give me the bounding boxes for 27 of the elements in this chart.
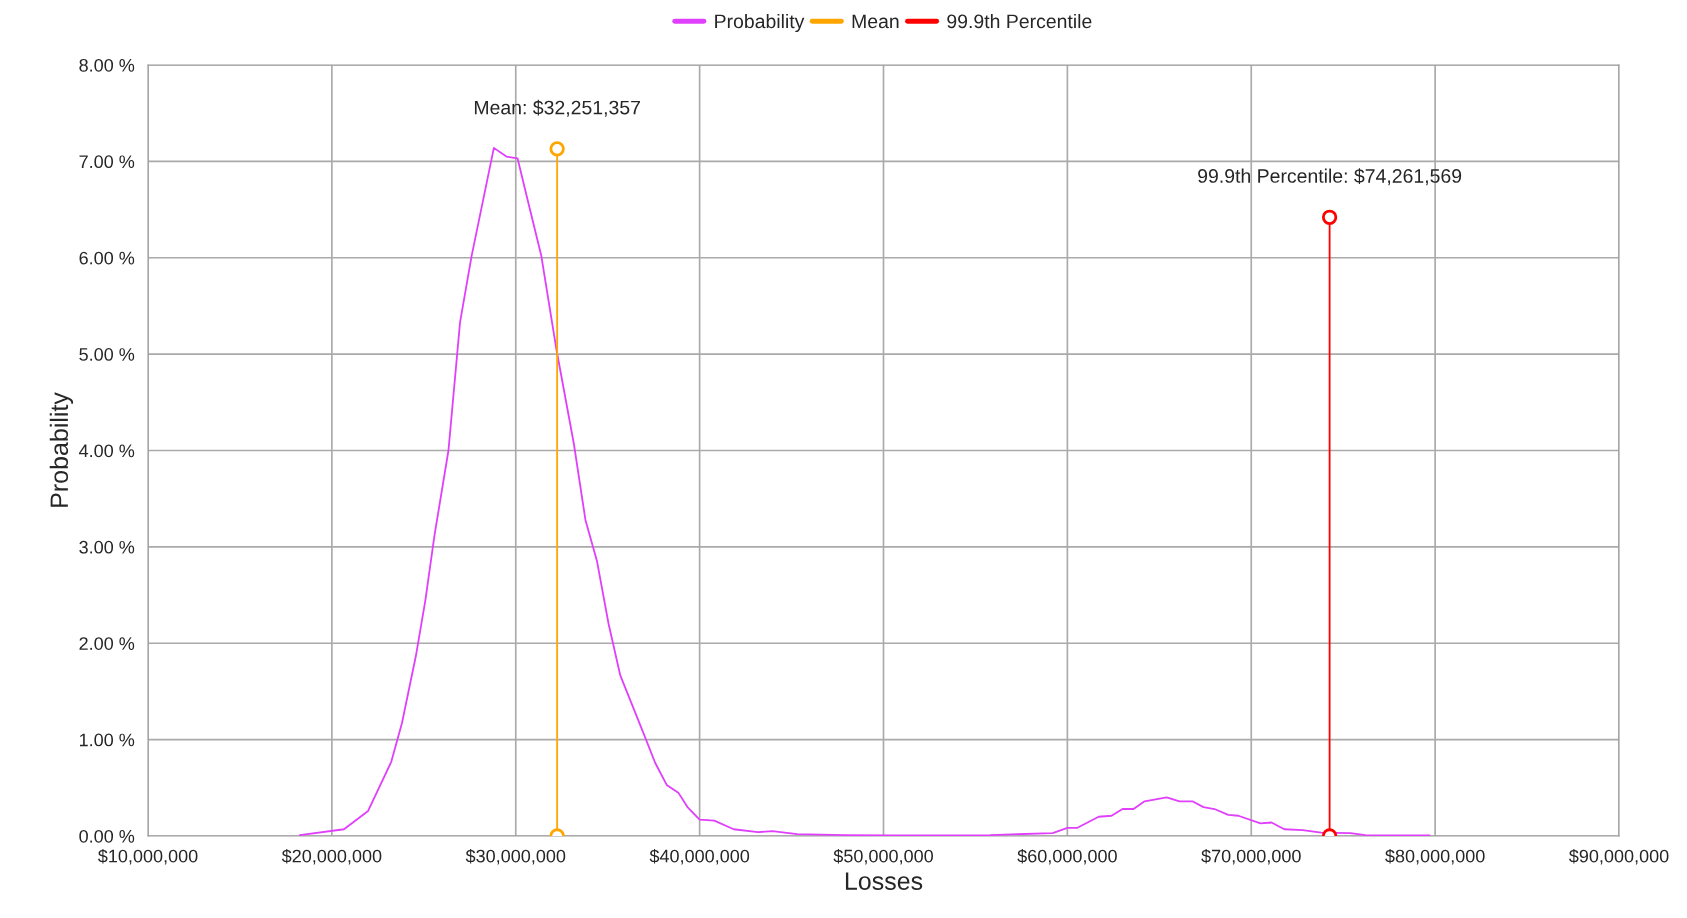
y-tick-label: 5.00 % [79, 348, 135, 361]
x-tick-label: $80,000,000 [1385, 848, 1485, 865]
x-tick-label: $10,000,000 [98, 848, 198, 865]
x-tick-label: $70,000,000 [1201, 848, 1301, 865]
annotation: 99.9th Percentile: $74,261,569 [1198, 168, 1462, 186]
point [549, 141, 565, 157]
x-tick-label: $50,000,000 [833, 848, 933, 865]
y-tick-label: 4.00 % [79, 444, 135, 458]
legend-label: 99.9th Percentile [947, 13, 1092, 29]
y-tick-label: 3.00 % [79, 540, 135, 554]
legend-label: Probability [715, 13, 805, 33]
y-tick-label: 7.00 % [79, 155, 135, 169]
y-tick-label: 1.00 % [79, 733, 135, 747]
x-tick-label: $20,000,000 [281, 848, 382, 865]
y-tick-label: 8.00 % [79, 58, 135, 72]
y-axis-title: Probability [49, 392, 74, 507]
annotation: Mean: $32,251,357 [474, 99, 640, 117]
x-tick-label: $90,000,000 [1569, 848, 1669, 865]
point [1321, 209, 1338, 225]
x-tick-label: $40,000,000 [649, 848, 750, 865]
y-tick-label: 6.00 % [79, 251, 135, 265]
legend-label: Mean [852, 14, 899, 29]
y-tick-label: 2.00 % [79, 637, 135, 650]
x-axis-title: Losses [845, 872, 923, 890]
y-tick-label: 0.00 % [79, 829, 135, 843]
x-tick-label: $60,000,000 [1017, 848, 1117, 865]
x-tick-label: $30,000,000 [465, 848, 566, 865]
